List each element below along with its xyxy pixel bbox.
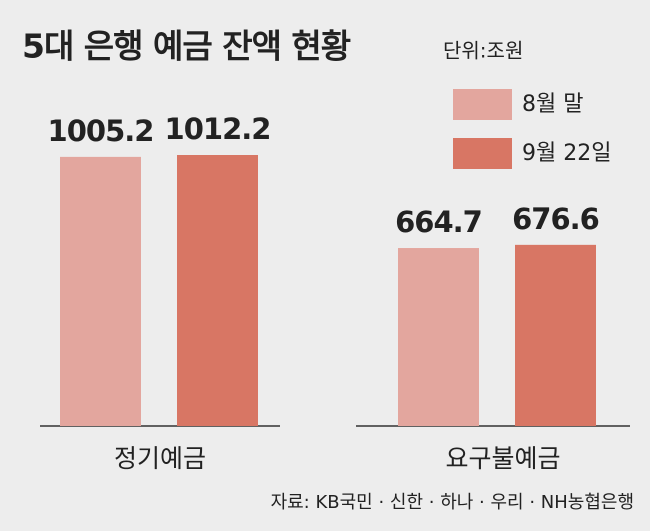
value-label: 1005.2 — [48, 114, 154, 148]
value-label: 664.7 — [395, 205, 482, 239]
unit-label: 단위:조원 — [443, 39, 523, 63]
legend-label: 8월 말 — [522, 92, 583, 117]
x-tick-label: 정기예금 — [114, 444, 206, 473]
legend-swatch — [453, 89, 512, 120]
legend-swatch — [453, 138, 512, 169]
bar — [515, 244, 596, 426]
bar — [60, 156, 141, 426]
bar — [177, 155, 258, 426]
bar — [398, 248, 479, 426]
x-tick-label: 요구불예금 — [445, 444, 560, 473]
source: 자료: KB국민 · 신한 · 하나 · 우리 · NH농협은행 — [271, 492, 634, 513]
chart-title: 5대 은행 예금 잔액 현황 — [22, 27, 351, 66]
value-label: 1012.2 — [165, 112, 271, 146]
value-label: 676.6 — [512, 202, 599, 236]
legend-label: 9월 22일 — [522, 141, 611, 166]
